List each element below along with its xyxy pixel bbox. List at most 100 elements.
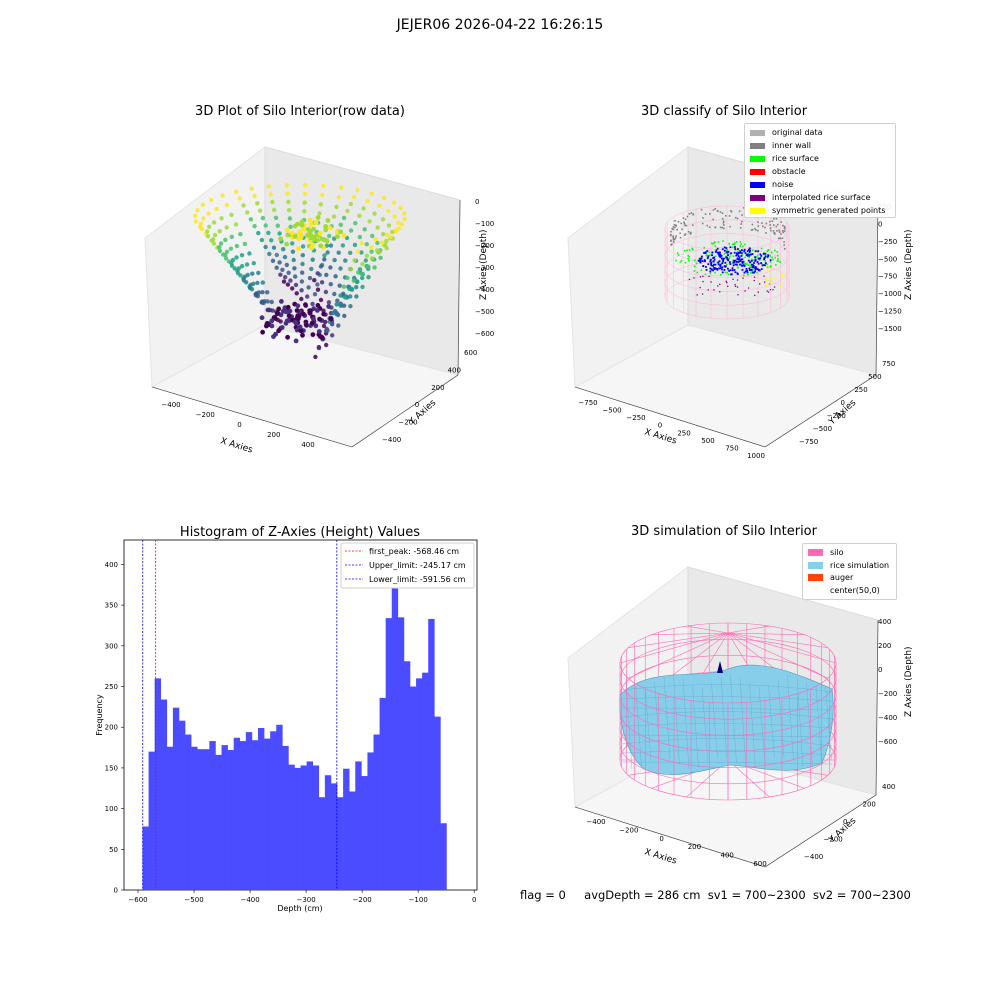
- rice-surface-point: [732, 255, 735, 257]
- y-tick-label: 100: [105, 805, 118, 813]
- noise-point: [740, 255, 743, 257]
- y-tick-label: 200: [105, 724, 118, 732]
- raw-bottom-point: [279, 325, 285, 330]
- rice-surface-point: [749, 266, 751, 268]
- raw-point: [299, 296, 304, 302]
- rice-surface-point: [748, 264, 750, 266]
- rice-surface-point: [716, 261, 719, 264]
- raw-point: [360, 275, 365, 281]
- raw-point: [348, 228, 354, 233]
- noise-point: [748, 253, 751, 256]
- rice-mesh-line: [621, 723, 833, 729]
- raw-point: [290, 286, 295, 291]
- histogram-bar: [294, 767, 301, 890]
- noise-point: [752, 265, 755, 267]
- legend-label: Upper_limit: -245.17 cm: [369, 561, 466, 570]
- simulation-z-tick-label: −200: [878, 690, 897, 698]
- rice-surface-point: [741, 253, 744, 256]
- noise-point: [722, 260, 724, 263]
- silo-roof-spoke: [727, 632, 828, 679]
- raw-point: [357, 234, 363, 240]
- legend-swatch: [750, 207, 765, 214]
- raw-bottom-point: [301, 311, 306, 317]
- histogram-bar: [276, 724, 283, 890]
- noise-point: [746, 269, 748, 272]
- inner-wall-point: [672, 240, 675, 242]
- interpolated-point: [702, 280, 704, 283]
- legend-label: interpolated rice surface: [772, 193, 871, 202]
- noise-point: [742, 261, 745, 263]
- noise-point: [734, 248, 737, 250]
- noise-point: [726, 258, 729, 260]
- raw-point: [391, 200, 397, 205]
- raw-bottom-point: [269, 318, 275, 324]
- inner-wall-point: [782, 231, 785, 234]
- raw-center-point: [338, 229, 343, 235]
- y-tick-label: 0: [114, 887, 118, 895]
- histogram-y-ticks: 0 50 100 150 200 250 300 350 400: [105, 561, 124, 895]
- raw-center-point: [284, 241, 289, 247]
- x-tick-label: 0: [472, 896, 476, 904]
- histogram-bar: [422, 672, 429, 890]
- raw-bottom-point: [315, 308, 320, 313]
- rice-surface-point: [691, 247, 694, 250]
- noise-point: [746, 253, 749, 256]
- interpolated-point: [736, 279, 739, 281]
- raw-point: [260, 215, 266, 221]
- noise-point: [707, 255, 710, 258]
- classify-y-tick-label: −750: [799, 438, 818, 446]
- histogram-bars: [142, 556, 447, 890]
- noise-point: [726, 256, 729, 259]
- raw-point: [354, 285, 359, 290]
- raw-point: [338, 266, 343, 271]
- raw-point: [321, 183, 326, 188]
- inner-wall-point: [777, 237, 780, 240]
- raw-point: [288, 224, 293, 229]
- histogram-x-label: Depth (cm): [277, 904, 322, 913]
- simulation-x-tick-label: 400: [721, 852, 734, 860]
- rice-surface-point: [723, 252, 726, 255]
- inner-wall-point: [722, 222, 725, 224]
- inner-wall-point: [692, 224, 694, 226]
- rice-surface-point: [756, 254, 759, 257]
- rice-surface-point: [728, 255, 731, 258]
- classify-x-label: X Axies: [643, 427, 678, 446]
- raw-point: [266, 230, 271, 236]
- raw-point: [345, 208, 350, 214]
- raw-x-tick-label: 0: [237, 421, 241, 429]
- noise-point: [739, 259, 742, 262]
- histogram-y-label: Frequency: [95, 694, 104, 736]
- rice-mesh-line: [644, 686, 652, 761]
- rice-surface-point: [732, 259, 735, 261]
- classify-x-tick-label: −500: [602, 407, 621, 415]
- rice-surface-point: [724, 252, 727, 254]
- symmetric-point: [765, 284, 768, 286]
- simulation-x-tick-label: 0: [659, 835, 663, 843]
- raw-point: [318, 202, 323, 207]
- legend-swatch: [808, 561, 823, 569]
- symmetric-point: [767, 269, 769, 271]
- raw-point: [229, 212, 234, 217]
- inner-wall-point: [721, 212, 724, 215]
- raw-y-tick-label: 400: [448, 366, 461, 374]
- simulation-z-tick-label: 0: [878, 666, 882, 674]
- noise-point: [727, 250, 730, 253]
- classify-x-ticks: −750 −500 −250 0 250 500 750 1000: [578, 399, 765, 460]
- classify-z-tick-label: −1500: [878, 325, 902, 333]
- rice-surface-point: [746, 263, 748, 266]
- noise-point: [744, 270, 747, 273]
- inner-wall-point: [675, 235, 677, 237]
- interpolated-point: [736, 286, 739, 288]
- interpolated-point: [717, 285, 719, 287]
- raw-point: [382, 195, 387, 201]
- raw-point: [300, 270, 305, 275]
- raw-point: [373, 237, 378, 242]
- raw-point: [312, 292, 318, 297]
- classify-legend-entry: noise: [750, 179, 793, 191]
- rice-mesh-line: [749, 683, 756, 769]
- simulation-z-label: Z Axies (Depth): [904, 646, 914, 717]
- raw-center-point: [305, 232, 311, 238]
- rice-surface-point: [691, 248, 694, 251]
- raw-point: [242, 241, 248, 247]
